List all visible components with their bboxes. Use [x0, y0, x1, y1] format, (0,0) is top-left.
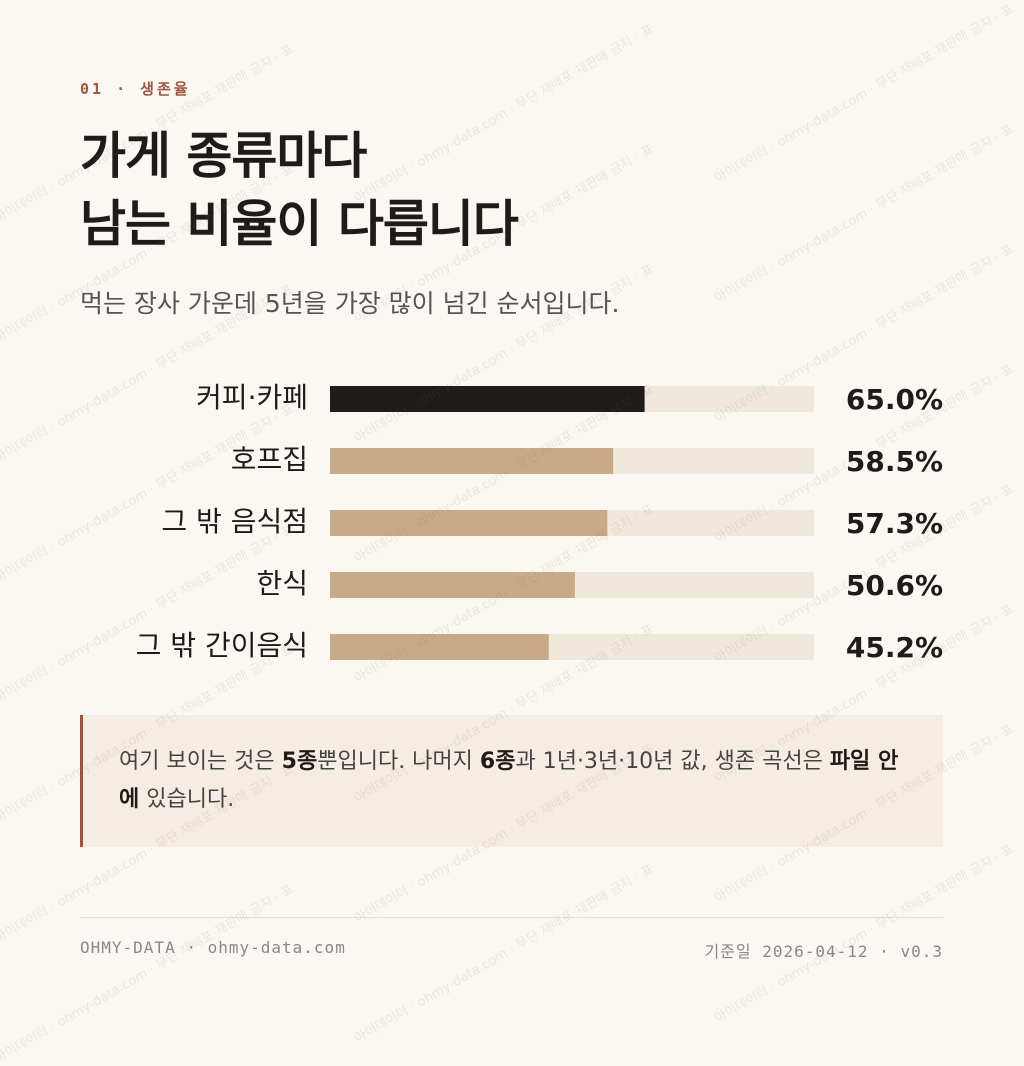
- bar: [330, 634, 549, 660]
- footer-left: OHMY-DATA · ohmy-data.com: [80, 938, 346, 957]
- watermark: 아이데이터 · ohmy-data.com · 무단 재배포·재판매 금지 · …: [712, 841, 1017, 1027]
- title-line: 남는 비율이 다릅니다: [80, 195, 519, 253]
- bar: [330, 448, 614, 474]
- note-text: 여기 보이는 것은: [119, 749, 282, 774]
- value-label: 45.2%: [846, 631, 943, 664]
- category-label: 한식: [256, 567, 308, 600]
- note-text: 뿐입니다. 나머지: [317, 749, 480, 774]
- bar: [330, 386, 645, 412]
- watermark: 아이데이터 · ohmy-data.com · 무단 재배포·재판매 금지 · …: [712, 1, 1017, 187]
- note-text: 있습니다.: [139, 787, 235, 812]
- divider: [80, 917, 943, 918]
- bar: [330, 572, 575, 598]
- value-label: 65.0%: [846, 383, 943, 416]
- bar: [330, 510, 608, 536]
- value-label: 50.6%: [846, 569, 943, 602]
- watermark: 아이데이터 · ohmy-data.com · 무단 재배포·재판매 금지 · …: [0, 881, 297, 1066]
- watermark: 아이데이터 · ohmy-data.com · 무단 재배포·재판매 금지 · …: [352, 861, 657, 1047]
- note-text: 과 1년·3년·10년 값, 생존 곡선은: [515, 749, 830, 774]
- category-label: 그 밖 간이음식: [136, 629, 308, 662]
- chart: 커피·카페 65.0% 호프집 58.5% 그 밖 음식점 57.3% 한식 50.6% 그 밖…: [136, 381, 943, 664]
- note-emphasis: 6종: [479, 749, 516, 774]
- subtitle: 먹는 장사 가운데 5년을 가장 많이 넘긴 순서입니다.: [80, 289, 620, 318]
- title-line: 가게 종류마다: [80, 127, 367, 185]
- value-label: 58.5%: [846, 445, 943, 478]
- note-emphasis: 5종: [281, 749, 318, 774]
- note: 여기 보이는 것은 5종뿐입니다. 나머지 6종과 1년·3년·10년 값, 생…: [80, 715, 943, 847]
- watermark: 아이데이터 · ohmy-data.com · 무단 재배포·재판매 금지 · …: [712, 121, 1017, 307]
- category-label: 호프집: [231, 443, 308, 476]
- kicker: 01 · 생존율: [80, 80, 191, 98]
- title: 가게 종류마다 남는 비율이 다릅니다: [80, 122, 519, 258]
- note-emphasis: 파일 안에: [119, 749, 899, 812]
- footer-right: 기준일 2026-04-12 · v0.3: [704, 942, 943, 961]
- category-label: 그 밖 음식점: [161, 505, 308, 538]
- category-label: 커피·카페: [196, 381, 308, 414]
- value-label: 57.3%: [846, 507, 943, 540]
